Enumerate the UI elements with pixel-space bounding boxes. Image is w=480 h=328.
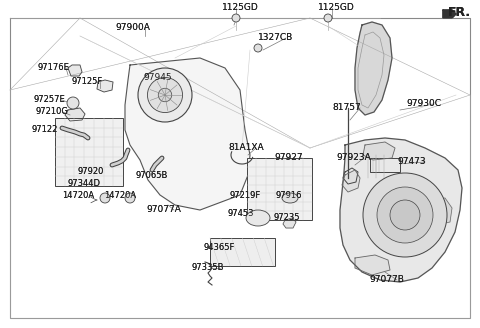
Text: 97920: 97920 bbox=[78, 168, 104, 176]
Text: 97257E: 97257E bbox=[34, 95, 66, 105]
Text: 97344D: 97344D bbox=[68, 178, 101, 188]
Polygon shape bbox=[340, 138, 462, 282]
Text: 97077B: 97077B bbox=[369, 276, 404, 284]
Text: 97125F: 97125F bbox=[72, 77, 103, 87]
Circle shape bbox=[138, 68, 192, 122]
Polygon shape bbox=[443, 10, 456, 18]
Circle shape bbox=[125, 193, 135, 203]
Text: 97927: 97927 bbox=[274, 154, 302, 162]
Polygon shape bbox=[97, 80, 113, 92]
Text: 97945: 97945 bbox=[143, 73, 172, 83]
Text: 97453: 97453 bbox=[228, 210, 254, 218]
Text: 1125GD: 1125GD bbox=[318, 4, 355, 12]
Text: 94365F: 94365F bbox=[204, 243, 235, 253]
Text: 97176E: 97176E bbox=[38, 64, 70, 72]
Text: 97930C: 97930C bbox=[406, 99, 441, 109]
Text: 97335B: 97335B bbox=[192, 263, 225, 273]
Text: 97065B: 97065B bbox=[135, 172, 168, 180]
Text: 97916: 97916 bbox=[276, 191, 302, 199]
Text: 97122: 97122 bbox=[32, 126, 59, 134]
Circle shape bbox=[324, 14, 332, 22]
Text: 14720A: 14720A bbox=[62, 192, 94, 200]
Text: FR.: FR. bbox=[448, 6, 471, 18]
Bar bbox=[55, 118, 123, 186]
Text: 97335B: 97335B bbox=[192, 263, 225, 273]
Text: 97077A: 97077A bbox=[146, 206, 181, 215]
Ellipse shape bbox=[246, 210, 270, 226]
Text: 81A1XA: 81A1XA bbox=[228, 144, 264, 153]
Bar bbox=[247, 158, 312, 220]
Polygon shape bbox=[65, 108, 85, 121]
Bar bbox=[210, 238, 275, 266]
Ellipse shape bbox=[282, 193, 298, 203]
Polygon shape bbox=[343, 168, 358, 184]
Bar bbox=[370, 158, 400, 172]
Text: 97257E: 97257E bbox=[34, 95, 66, 105]
Circle shape bbox=[232, 14, 240, 22]
Circle shape bbox=[100, 193, 110, 203]
Text: 97125F: 97125F bbox=[72, 77, 103, 87]
Text: 97210G: 97210G bbox=[35, 108, 68, 116]
Text: 97930C: 97930C bbox=[406, 99, 441, 109]
Polygon shape bbox=[342, 170, 360, 192]
Text: 97219F: 97219F bbox=[230, 192, 261, 200]
Circle shape bbox=[147, 77, 182, 113]
Text: 97923A: 97923A bbox=[336, 154, 371, 162]
Circle shape bbox=[377, 187, 433, 243]
Polygon shape bbox=[363, 142, 395, 160]
Circle shape bbox=[67, 97, 79, 109]
Circle shape bbox=[254, 44, 262, 52]
Text: 97077A: 97077A bbox=[146, 206, 181, 215]
Text: 97900A: 97900A bbox=[115, 24, 150, 32]
Text: 14720A: 14720A bbox=[62, 192, 94, 200]
Text: 94365F: 94365F bbox=[204, 243, 235, 253]
Text: 97453: 97453 bbox=[228, 210, 254, 218]
Text: 97344D: 97344D bbox=[68, 178, 101, 188]
Text: FR.: FR. bbox=[448, 6, 471, 18]
Text: 97210G: 97210G bbox=[35, 108, 68, 116]
Text: 1125GD: 1125GD bbox=[318, 4, 355, 12]
Text: 81A1XA: 81A1XA bbox=[228, 144, 264, 153]
Text: 97235: 97235 bbox=[273, 214, 300, 222]
Text: 14720A: 14720A bbox=[104, 192, 136, 200]
Polygon shape bbox=[283, 218, 296, 228]
Text: 97473: 97473 bbox=[397, 157, 426, 167]
Text: 1125GD: 1125GD bbox=[222, 4, 259, 12]
Polygon shape bbox=[428, 198, 452, 225]
Text: 97473: 97473 bbox=[397, 157, 426, 167]
Text: 97176E: 97176E bbox=[38, 64, 70, 72]
Text: 97923A: 97923A bbox=[336, 154, 371, 162]
Text: 97077B: 97077B bbox=[369, 276, 404, 284]
Text: 97122: 97122 bbox=[32, 126, 59, 134]
Circle shape bbox=[363, 173, 447, 257]
Circle shape bbox=[390, 200, 420, 230]
Polygon shape bbox=[68, 65, 82, 76]
Text: 97065B: 97065B bbox=[135, 172, 168, 180]
Text: 1125GD: 1125GD bbox=[222, 4, 259, 12]
Text: 97235: 97235 bbox=[273, 214, 300, 222]
Polygon shape bbox=[355, 255, 390, 275]
Text: 81757: 81757 bbox=[332, 104, 361, 113]
Text: 97920: 97920 bbox=[78, 168, 104, 176]
Text: 97900A: 97900A bbox=[115, 24, 150, 32]
Text: 1327CB: 1327CB bbox=[258, 33, 293, 43]
Text: 97916: 97916 bbox=[276, 191, 302, 199]
Text: 14720A: 14720A bbox=[104, 192, 136, 200]
Text: 81757: 81757 bbox=[332, 104, 361, 113]
Text: 97219F: 97219F bbox=[230, 192, 261, 200]
Text: 97927: 97927 bbox=[274, 154, 302, 162]
Circle shape bbox=[158, 88, 172, 102]
Text: 97945: 97945 bbox=[143, 73, 172, 83]
Text: 1327CB: 1327CB bbox=[258, 33, 293, 43]
Polygon shape bbox=[355, 22, 392, 115]
Polygon shape bbox=[125, 58, 250, 210]
